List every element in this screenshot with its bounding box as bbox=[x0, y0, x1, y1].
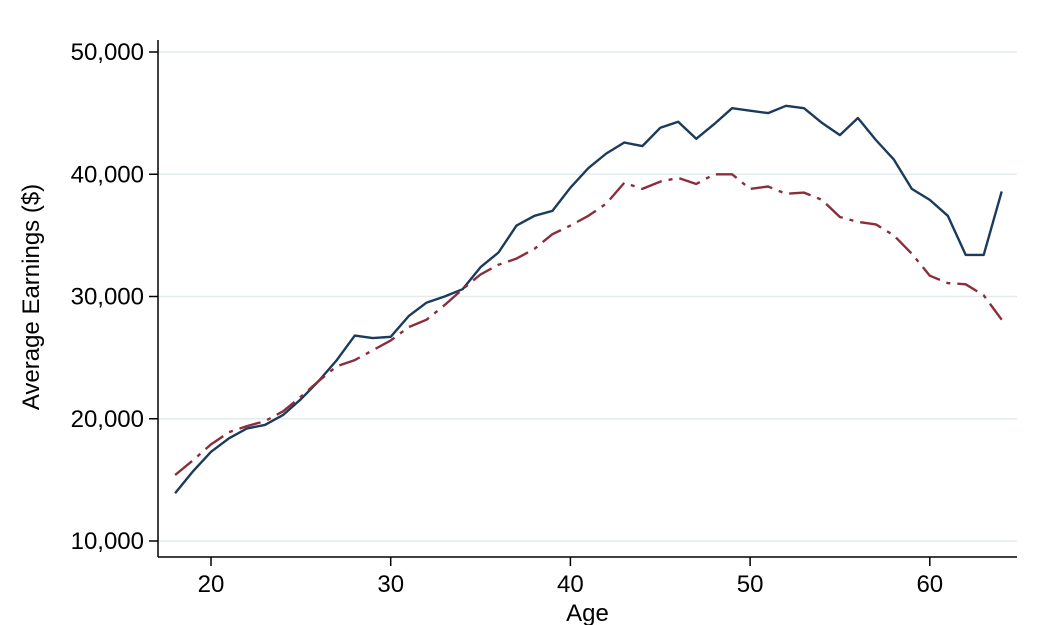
y-tick-label-1: 20,000 bbox=[71, 406, 144, 433]
series-line-1 bbox=[174, 173, 1003, 476]
x-tick-label-1: 30 bbox=[377, 571, 404, 598]
axes: 10,000 20,000 30,000 40,000 50,000 20 30 40 50 60 bbox=[71, 39, 1017, 598]
series-lines bbox=[174, 104, 1003, 495]
y-tick-label-2: 30,000 bbox=[71, 284, 144, 311]
y-axis-title: Average Earnings ($) bbox=[18, 184, 45, 410]
y-tick-label-4: 50,000 bbox=[71, 39, 144, 66]
gridlines bbox=[158, 51, 1017, 542]
y-tick-label-0: 10,000 bbox=[71, 528, 144, 555]
series-line-0 bbox=[174, 104, 1003, 495]
x-tick-label-2: 40 bbox=[557, 571, 584, 598]
x-tick-label-3: 50 bbox=[737, 571, 764, 598]
x-axis-title: Age bbox=[566, 600, 609, 625]
x-tick-label-0: 20 bbox=[198, 571, 225, 598]
y-tick-label-3: 40,000 bbox=[71, 161, 144, 188]
x-tick-label-4: 60 bbox=[916, 571, 943, 598]
